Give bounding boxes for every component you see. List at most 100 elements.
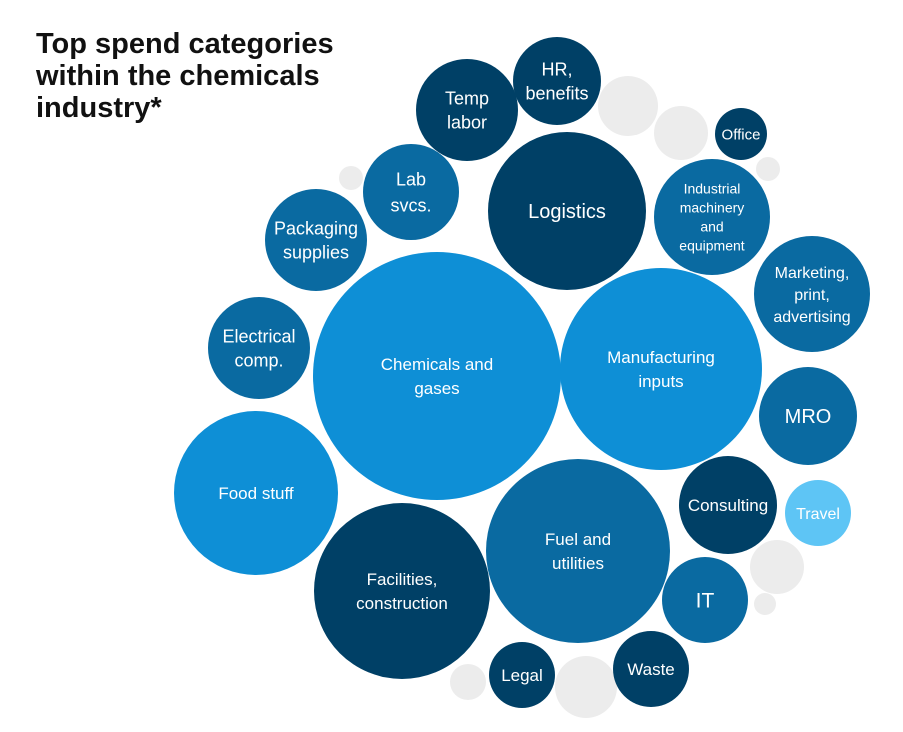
bubble-label: Temp labor (445, 88, 489, 132)
decorative-dot (555, 656, 617, 718)
bubble-label: Facilities, construction (356, 570, 448, 613)
bubble: HR, benefits (513, 37, 601, 125)
decorative-dot (654, 106, 708, 160)
bubble-label-line: Electrical (222, 326, 295, 346)
bubble-circle (486, 459, 670, 643)
bubble-label: HR, benefits (525, 59, 588, 103)
bubble-label-line: labor (447, 112, 487, 132)
bubble-label-line: Travel (796, 506, 840, 523)
bubble-label-line: benefits (525, 83, 588, 103)
bubble-circle (759, 367, 857, 465)
bubble: Office (715, 108, 767, 160)
bubble: IT (662, 557, 748, 643)
bubble-circle (313, 252, 561, 500)
bubble-label-line: IT (696, 590, 715, 613)
bubble: Packaging supplies (265, 189, 367, 291)
bubble: Waste (613, 631, 689, 707)
bubble: Logistics (488, 132, 646, 290)
bubble-label: Marketing, print, advertising (773, 265, 850, 326)
bubble-label-line: Manufacturing (607, 348, 715, 367)
bubble-label-line: Industrial (684, 181, 741, 197)
bubble: MRO (759, 367, 857, 465)
bubble-label-line: MRO (785, 406, 832, 428)
bubble-label-line: Temp (445, 88, 489, 108)
bubble-circle (560, 268, 762, 470)
bubble-circle (174, 411, 338, 575)
bubble-label-line: Food stuff (218, 484, 294, 503)
bubble-label-line: Fuel and (545, 530, 611, 549)
decorative-dot (756, 157, 780, 181)
bubble-label-line: supplies (283, 242, 349, 262)
bubble: Travel (785, 480, 851, 546)
bubble-label-line: Lab (396, 169, 426, 189)
bubble-label: Food stuff (218, 484, 294, 503)
bubble: Industrial machinery and equipment (654, 159, 770, 275)
bubble-label: Office (722, 126, 761, 143)
bubble-circle (715, 108, 767, 160)
bubble-circle (416, 59, 518, 161)
bubble-label-line: Consulting (688, 496, 768, 515)
bubble-circle (489, 642, 555, 708)
bubble-label-line: HR, (542, 59, 573, 79)
bubble: Lab svcs. (363, 144, 459, 240)
bubble: Legal (489, 642, 555, 708)
bubble: Marketing, print, advertising (754, 236, 870, 352)
category-bubbles: Chemicals and gases Manufacturing inputs Fue… (174, 37, 870, 708)
decorative-dot (339, 166, 363, 190)
decorative-bubbles (339, 76, 804, 718)
bubble-circle (785, 480, 851, 546)
bubble-label-line: comp. (234, 350, 283, 370)
bubble-label-line: construction (356, 594, 448, 613)
decorative-dot (750, 540, 804, 594)
bubble-label-line: utilities (552, 554, 604, 573)
bubble-label-line: equipment (679, 238, 744, 254)
bubble-circle (314, 503, 490, 679)
bubble-label-line: Marketing, (775, 265, 850, 282)
bubble-label: Legal (501, 666, 543, 685)
bubble-label-line: and (700, 219, 723, 235)
bubble-label: Industrial machinery and equipment (679, 181, 744, 254)
bubble-label-line: Logistics (528, 201, 606, 223)
bubble-label-line: print, (794, 287, 830, 304)
bubble-label: Fuel and utilities (545, 530, 611, 573)
bubble-label-line: inputs (638, 372, 683, 391)
bubble-label: Packaging supplies (274, 218, 358, 262)
bubble-label-line: machinery (680, 200, 745, 216)
bubble-label-line: Waste (627, 660, 675, 679)
bubble-label: Waste (627, 660, 675, 679)
decorative-dot (450, 664, 486, 700)
bubble-circle (363, 144, 459, 240)
bubble-circle (679, 456, 777, 554)
bubble-label: Travel (796, 506, 840, 523)
bubble-label: MRO (785, 406, 832, 428)
bubble: Facilities, construction (314, 503, 490, 679)
bubble-circle (654, 159, 770, 275)
bubble-label: Lab svcs. (390, 169, 431, 215)
bubble-circle (488, 132, 646, 290)
bubble: Consulting (679, 456, 777, 554)
bubble: Electrical comp. (208, 297, 310, 399)
bubble-label: Electrical comp. (222, 326, 295, 370)
bubble: Temp labor (416, 59, 518, 161)
bubble-label-line: gases (414, 379, 459, 398)
bubble-label-line: advertising (773, 309, 850, 326)
bubble: Food stuff (174, 411, 338, 575)
bubble-circle (208, 297, 310, 399)
bubble-circle (754, 236, 870, 352)
bubble-label-line: svcs. (390, 195, 431, 215)
bubble-circle (513, 37, 601, 125)
bubble: Fuel and utilities (486, 459, 670, 643)
bubble-label: IT (696, 590, 715, 613)
bubble: Chemicals and gases (313, 252, 561, 500)
chart-title: Top spend categories within the chemical… (36, 28, 334, 124)
decorative-dot (598, 76, 658, 136)
bubble-label: Manufacturing inputs (607, 348, 715, 391)
bubble-label-line: Chemicals and (381, 355, 493, 374)
bubble-label-line: Packaging (274, 218, 358, 238)
bubble: Manufacturing inputs (560, 268, 762, 470)
bubble-label: Consulting (688, 496, 768, 515)
bubble-circle (265, 189, 367, 291)
bubble-label-line: Legal (501, 666, 543, 685)
bubble-circle (662, 557, 748, 643)
